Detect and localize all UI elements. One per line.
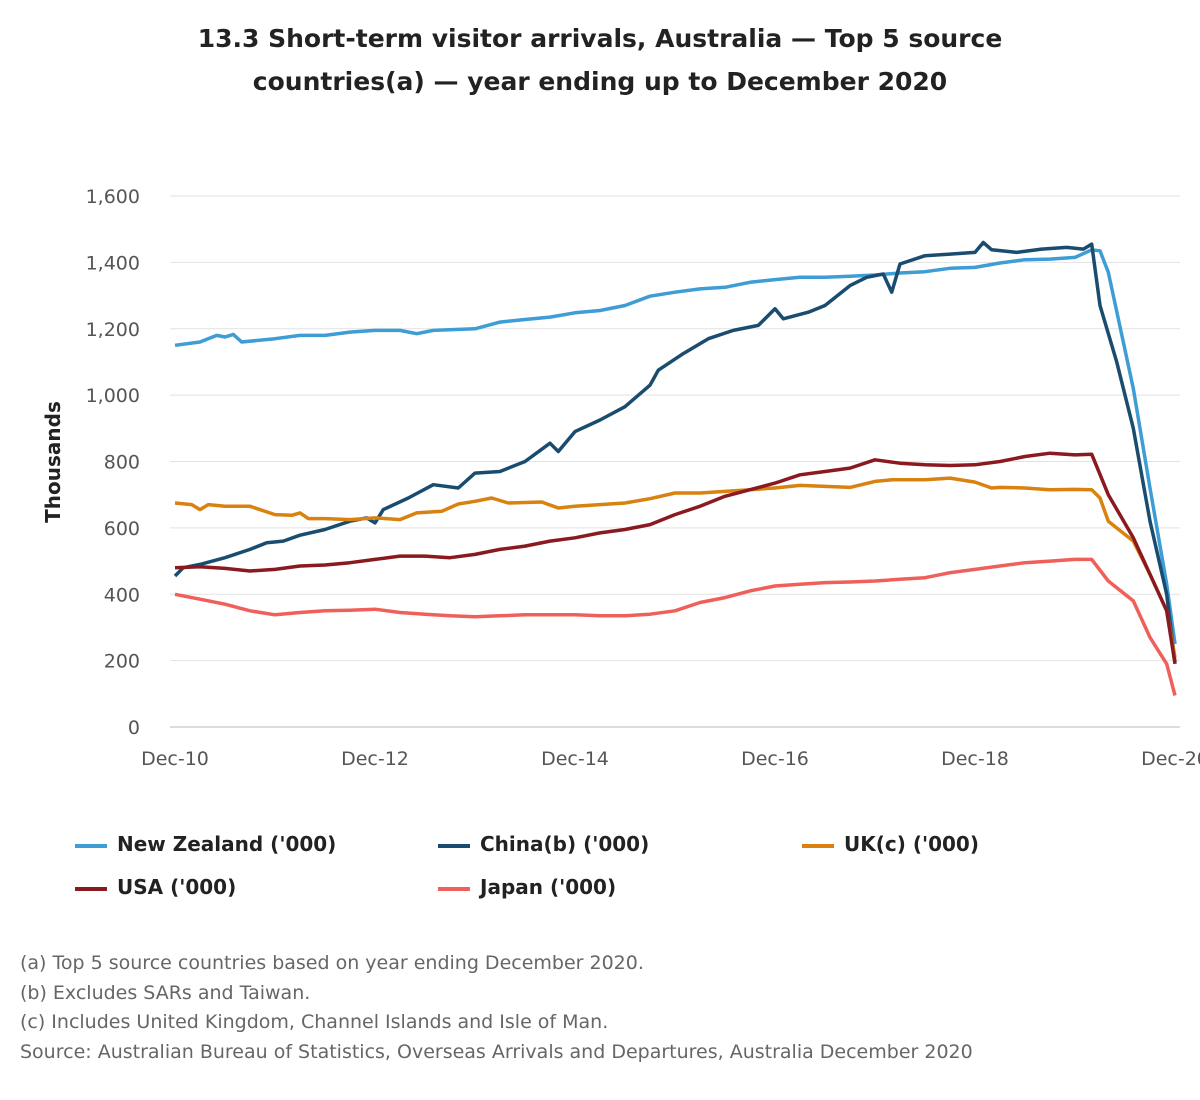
legend-label: New Zealand ('000) (117, 832, 337, 856)
series-line-0 (174, 248, 1177, 645)
y-axis-label: Thousands (41, 401, 65, 523)
footnote-c: (c) Includes United Kingdom, Channel Isl… (20, 1011, 609, 1033)
series-line-2 (174, 476, 1177, 658)
plot-area: 0 200 400 600 800 1,000 1,200 1,400 1,600 Dec-10… (41, 186, 1200, 770)
chart-title-line1: 13.3 Short-term visitor arrivals, Austra… (197, 24, 1003, 53)
chart-title-line2: countries(a) — year ending up to Decembe… (252, 67, 948, 96)
x-tick-label: Dec-14 (541, 748, 609, 770)
legend-label: China(b) ('000) (480, 832, 650, 856)
legend-label: UK(c) ('000) (844, 832, 979, 856)
series-line-4 (174, 557, 1177, 696)
y-tick-label: 400 (104, 584, 140, 606)
y-tick-label: 800 (104, 452, 140, 474)
legend-swatch (75, 887, 107, 891)
x-tick-label: Dec-20 (1141, 748, 1200, 770)
y-tick-label: 200 (104, 651, 140, 673)
y-tick-label: 1,000 (86, 385, 140, 407)
legend-swatch (75, 844, 107, 848)
y-tick-label: 1,600 (86, 186, 140, 208)
series-line-1 (173, 240, 1177, 663)
series-line-3 (174, 451, 1177, 665)
legend-swatch (802, 844, 834, 848)
legend-swatch (438, 844, 470, 848)
y-tick-label: 0 (128, 717, 140, 739)
legend-label: Japan ('000) (480, 875, 617, 899)
legend-label: USA ('000) (117, 875, 237, 899)
source-note: Source: Australian Bureau of Statistics,… (20, 1041, 973, 1063)
x-tick-label: Dec-10 (141, 748, 209, 770)
x-tick-label: Dec-12 (341, 748, 409, 770)
y-tick-label: 1,200 (86, 319, 140, 341)
y-tick-label: 600 (104, 518, 140, 540)
footnote-b: (b) Excludes SARs and Taiwan. (20, 982, 311, 1004)
footnote-a: (a) Top 5 source countries based on year… (20, 952, 644, 974)
legend-swatch (438, 887, 470, 891)
x-tick-label: Dec-18 (941, 748, 1009, 770)
y-tick-label: 1,400 (86, 252, 140, 274)
x-tick-label: Dec-16 (741, 748, 809, 770)
